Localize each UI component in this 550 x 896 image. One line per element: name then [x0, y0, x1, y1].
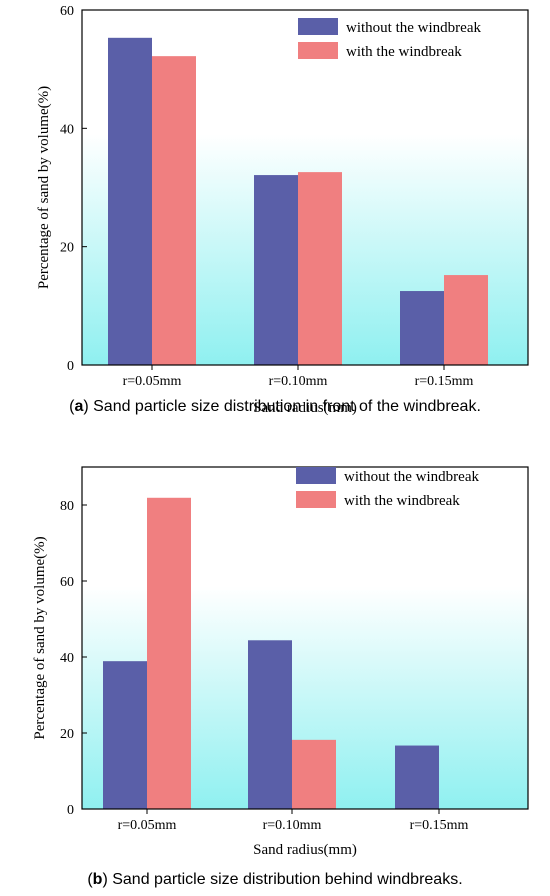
- bar-a-s1-3: [400, 291, 444, 365]
- caption-b: (b) Sand particle size distribution behi…: [87, 871, 463, 888]
- caption-b-letter: b: [92, 871, 103, 888]
- y-tick-label-a-60: 60: [60, 4, 74, 19]
- legend-swatch-a-1: [298, 18, 338, 35]
- y-axis-title-a: Percentage of sand by volume(%): [36, 86, 52, 289]
- bar-b-s1-3: [395, 745, 439, 809]
- x-tick-label-a-2: r=0.10mm: [269, 374, 328, 389]
- y-tick-label-b-60: 60: [60, 575, 74, 590]
- y-tick-label-a-20: 20: [60, 241, 74, 256]
- y-axis-title-b: Percentage of sand by volume(%): [32, 536, 48, 739]
- chart-b: 0 20 40 60 80 r=0.05mm r=0.10mm r=0.15mm Sand ra…: [32, 466, 529, 858]
- legend-label-b-1: without the windbreak: [344, 469, 479, 485]
- bar-b-s1-2: [248, 640, 292, 809]
- legend-swatch-b-2: [296, 491, 336, 508]
- legend-label-a-1: without the windbreak: [346, 20, 481, 36]
- x-tick-label-b-2: r=0.10mm: [263, 818, 322, 833]
- caption-a-text: Sand particle size distribution in front…: [88, 398, 481, 415]
- y-tick-label-a-0: 0: [67, 359, 74, 374]
- caption-a-letter: a: [74, 398, 84, 415]
- legend-swatch-a-2: [298, 42, 338, 59]
- bar-a-s1-2: [254, 175, 298, 365]
- caption-b-text: Sand particle size distribution behind w…: [107, 871, 463, 888]
- y-tick-label-a-40: 40: [60, 122, 74, 137]
- plot-frame-a: [81, 9, 529, 366]
- bar-a-s1-1: [108, 37, 152, 365]
- bar-a-s2-2: [298, 172, 342, 365]
- bar-a-s2-3: [444, 275, 488, 365]
- legend-swatch-b-1: [296, 467, 336, 484]
- caption-a: (a) Sand particle size distribution in f…: [69, 398, 481, 415]
- y-tick-label-b-40: 40: [60, 651, 74, 666]
- x-tick-label-b-1: r=0.05mm: [118, 818, 177, 833]
- bar-b-s2-2: [292, 739, 336, 809]
- x-tick-label-a-3: r=0.15mm: [415, 374, 474, 389]
- y-tick-label-b-20: 20: [60, 727, 74, 742]
- x-axis-title-b: Sand radius(mm): [253, 842, 357, 858]
- y-tick-label-b-80: 80: [60, 499, 74, 514]
- bar-a-s2-1: [152, 56, 196, 366]
- x-tick-label-b-3: r=0.15mm: [410, 818, 469, 833]
- x-axis-title-a: Sand radius(mm): [253, 400, 357, 416]
- bar-b-s1-1: [103, 661, 147, 809]
- y-tick-label-b-0: 0: [67, 803, 74, 818]
- x-tick-label-a-1: r=0.05mm: [123, 374, 182, 389]
- legend-label-a-2: with the windbreak: [346, 44, 462, 60]
- chart-a: 0 20 40 60 r=0.05mm r=0.10mm r=0.15mm Sand radi…: [36, 4, 529, 416]
- bar-b-s2-1: [147, 497, 191, 809]
- legend-label-b-2: with the windbreak: [344, 493, 460, 509]
